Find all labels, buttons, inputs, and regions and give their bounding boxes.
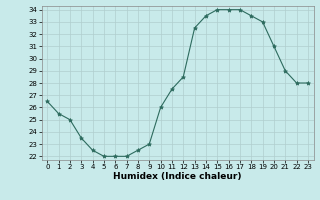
X-axis label: Humidex (Indice chaleur): Humidex (Indice chaleur)	[113, 172, 242, 181]
